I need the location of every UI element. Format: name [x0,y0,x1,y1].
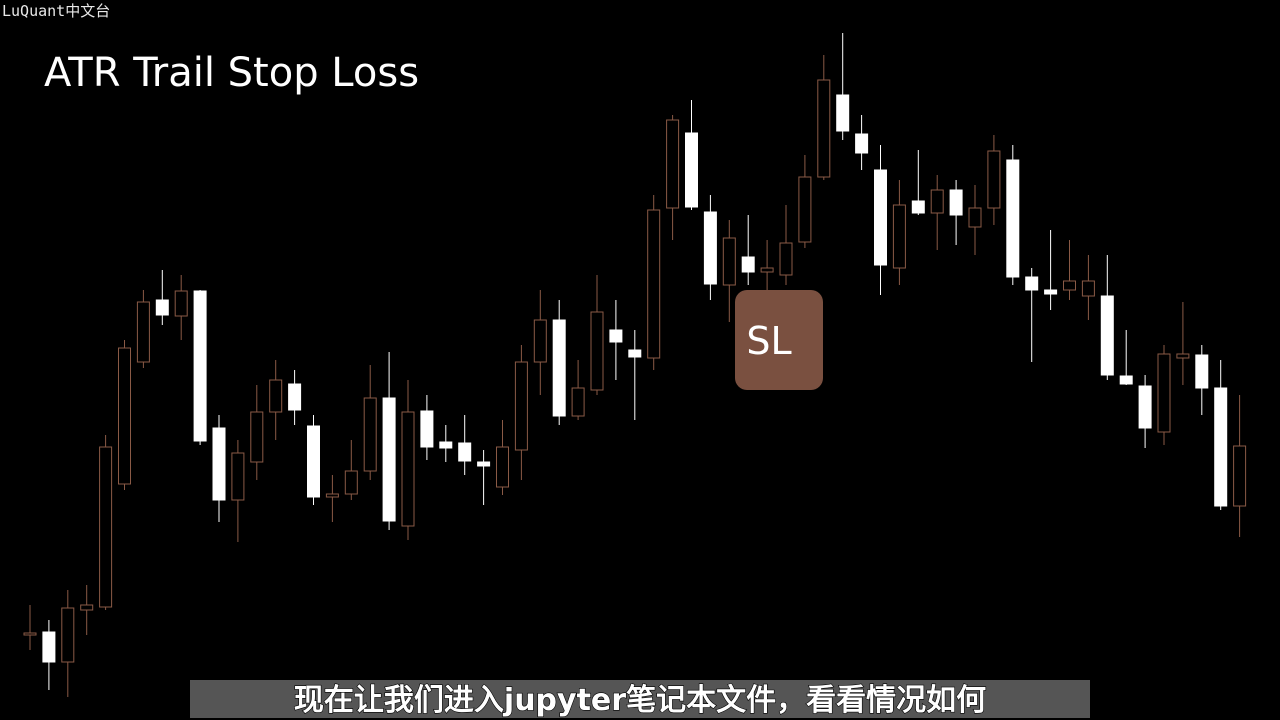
candle-body [1081,280,1095,297]
candle-body [250,411,264,463]
candle-body [874,169,887,266]
candle-body [307,425,320,498]
candle-body [609,329,623,343]
candle-body [269,379,283,413]
candle-body [288,383,302,411]
candle-body [1063,280,1076,291]
candle-body [212,427,226,501]
candle-body [533,319,547,363]
candle-body [1195,354,1209,389]
candle-body [1025,276,1039,291]
subtitle: 现在让我们进入jupyter笔记本文件，看看情况如何 [294,683,986,718]
candle-body [382,397,396,522]
candle-body [99,446,113,608]
candle-body [685,132,698,208]
candle-body [817,79,831,178]
candle-body [987,150,1001,209]
candle-body [892,204,906,269]
candle-body [231,452,245,501]
candle-body [628,349,642,358]
candle-body [514,361,528,451]
candle-body [836,94,850,132]
candle-body [363,397,377,472]
candle-body [590,311,604,391]
subtitle-box [190,680,1090,718]
candle-body [118,347,131,485]
candle-body [1176,353,1190,359]
candle-body [325,493,339,498]
candle-body [703,211,717,285]
candle-body [1044,289,1058,295]
candle-body [968,207,982,228]
candle-body [930,189,944,214]
candle-body [193,290,207,442]
candle-body [552,319,566,417]
candle-body [420,410,434,448]
candle-body [136,301,150,363]
annotation: SL [746,319,791,363]
candle-body [1233,445,1247,507]
candle-body [1006,159,1020,278]
candle-body [741,256,755,273]
candle-body [798,176,812,243]
candle-body [855,133,869,154]
candle-body [666,119,680,209]
candle-body [949,189,963,216]
candle-body [760,267,774,273]
annotation-box [735,290,823,390]
candle-body [23,632,37,636]
candle-body [1119,375,1133,385]
candle-body [80,604,94,611]
candle-body [571,387,585,417]
candle-body [42,631,56,663]
candle-body [647,209,661,359]
candle-body [174,290,188,317]
candle-body [458,442,472,462]
candle-body [439,441,453,449]
candle-body [1138,385,1152,429]
candle-body [401,411,415,527]
candle-body [477,461,491,467]
chart-title: ATR Trail Stop Loss [44,50,419,96]
candle-body [1100,295,1114,376]
candle-body [911,200,925,214]
candle-body [344,470,358,495]
candle-body [1214,387,1228,507]
candle-body [61,607,75,663]
candle-body [155,299,169,316]
candle-body [722,237,736,286]
candle-body [496,446,509,488]
watermark: LuQuant中文台 [2,2,110,20]
candle-body [779,242,793,276]
candle-body [1157,353,1171,433]
candles [23,33,1247,697]
